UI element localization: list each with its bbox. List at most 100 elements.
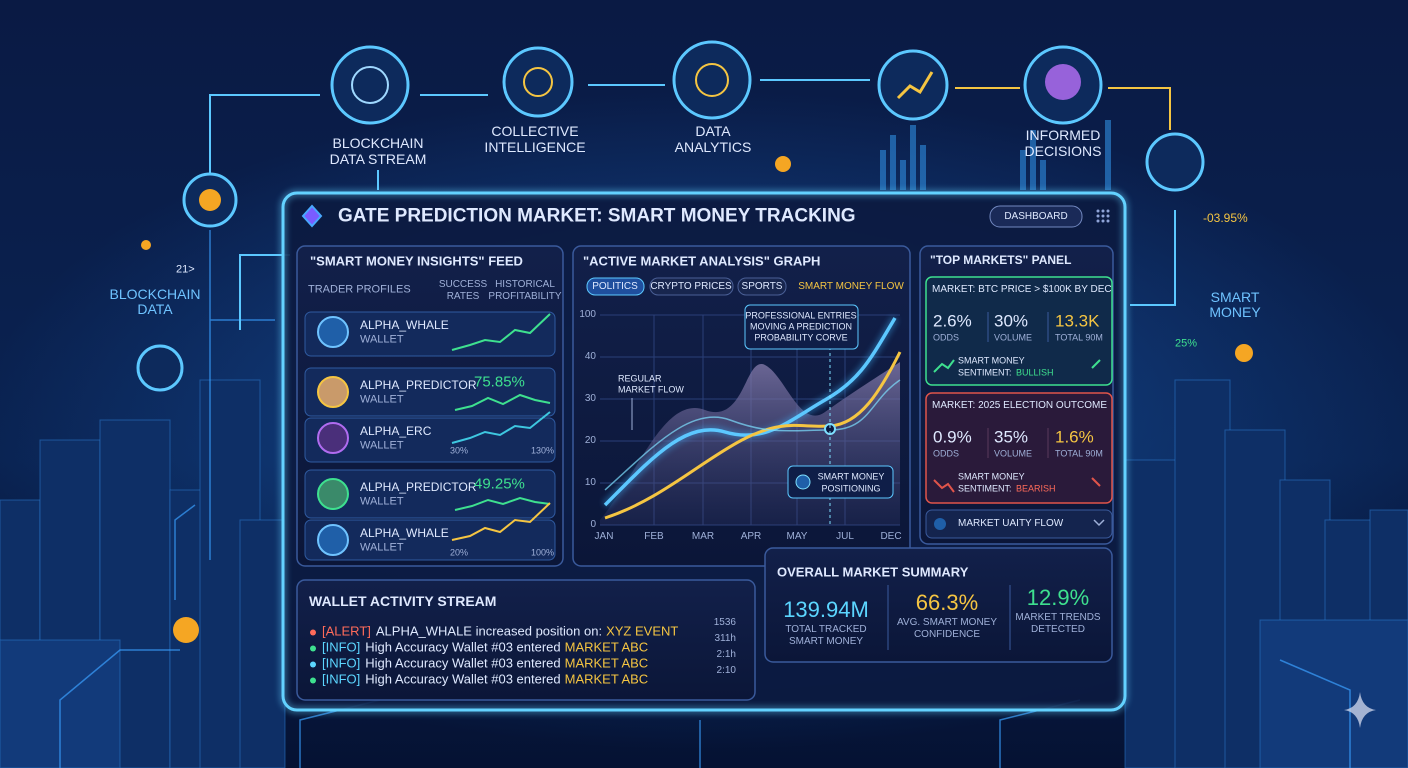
decor-path bbox=[603, 317, 897, 507]
column-header: PROFITABILITY bbox=[488, 291, 562, 302]
decor-circle bbox=[317, 316, 349, 348]
market-stat: 30% bbox=[994, 311, 1029, 331]
x-axis-label: DEC bbox=[880, 531, 902, 542]
profit-axis: 100% bbox=[530, 547, 554, 558]
activity-target: MARKET ABC bbox=[564, 671, 649, 687]
flow-arrows bbox=[209, 79, 1176, 330]
decor-path bbox=[604, 351, 902, 520]
decor-circle bbox=[695, 63, 729, 97]
decor-rect bbox=[787, 465, 894, 499]
graph-tab[interactable]: POLITICS bbox=[592, 281, 638, 292]
activity-time: 311h bbox=[714, 633, 736, 644]
graph-annotation: POSITIONING bbox=[821, 483, 881, 494]
city-left bbox=[0, 379, 286, 768]
status-dot bbox=[310, 629, 316, 636]
graph-annotation: MOVING A PREDICTION bbox=[749, 321, 853, 332]
decor-circle bbox=[934, 518, 946, 530]
decor-path bbox=[1108, 87, 1171, 130]
trader-name: ALPHA_WHALE bbox=[360, 318, 449, 332]
graph-annotation: PROBABILITY CORVE bbox=[754, 332, 848, 343]
activity-text: High Accuracy Wallet #03 entered bbox=[365, 639, 561, 655]
decor-circle bbox=[141, 240, 151, 250]
dashboard-button-bg bbox=[989, 205, 1083, 228]
activity-time: 1536 bbox=[713, 617, 736, 628]
market-stat-label: ODDS bbox=[933, 448, 960, 459]
side-value: 21> bbox=[176, 263, 195, 276]
trader-wallet: WALLET bbox=[360, 333, 404, 346]
decor-path bbox=[1130, 210, 1176, 306]
market-stat-label: ODDS bbox=[933, 332, 960, 343]
decor-rect bbox=[900, 160, 906, 190]
decor-circle bbox=[317, 524, 349, 556]
trader-wallet: WALLET bbox=[360, 393, 404, 406]
flow-node-label: INTELLIGENCE bbox=[484, 139, 586, 155]
decor-circle bbox=[1101, 209, 1105, 213]
decor-polyline bbox=[1091, 359, 1101, 369]
flow-node-label: INFORMED bbox=[1025, 127, 1101, 143]
flow-nodes bbox=[136, 40, 1253, 643]
decor-rect bbox=[649, 277, 734, 296]
activity-line: [INFO] High Accuracy Wallet #03 entered MA… bbox=[310, 673, 648, 686]
flow-row[interactable]: MARKET UAITY FLOW bbox=[958, 518, 1064, 529]
decor-rect bbox=[737, 277, 787, 296]
trader-name: ALPHA_ERC bbox=[360, 424, 432, 438]
sentiment-head: SMART MONEY bbox=[958, 355, 1025, 366]
sentiment-value: BULLISH bbox=[1016, 367, 1054, 378]
decor-path bbox=[209, 94, 320, 180]
graph-annotation: MARKET FLOW bbox=[618, 384, 684, 395]
decor-rect bbox=[296, 579, 756, 701]
y-axis-label: 10 bbox=[584, 477, 596, 488]
logo bbox=[301, 204, 323, 228]
trader-name: ALPHA_PREDICTOR bbox=[360, 480, 477, 494]
decor-polyline bbox=[896, 71, 934, 100]
column-header: TRADER PROFILES bbox=[308, 283, 411, 296]
activity-tag: [INFO] bbox=[322, 639, 361, 655]
sentiment-head: SMART MONEY bbox=[958, 471, 1025, 482]
graph-tab[interactable]: SMART MONEY FLOW bbox=[798, 281, 904, 292]
panel-title: "ACTIVE MARKET ANALYSIS" GRAPH bbox=[583, 253, 821, 269]
decor-polyline bbox=[454, 393, 551, 411]
activity-time: 2:10 bbox=[716, 665, 736, 676]
decor-rect bbox=[1020, 150, 1026, 190]
summary-label: MARKET TRENDS bbox=[1015, 612, 1101, 623]
y-axis-label: 0 bbox=[590, 519, 596, 530]
summary-label: TOTAL TRACKED bbox=[785, 624, 867, 635]
y-axis-label: 40 bbox=[584, 351, 596, 362]
dashboard-glow bbox=[279, 189, 1129, 714]
decor-circle bbox=[330, 45, 410, 125]
decor-circle bbox=[1045, 64, 1081, 100]
decor-circle bbox=[1096, 209, 1100, 213]
decor-polyline bbox=[451, 502, 551, 541]
summary-value: 12.9% bbox=[1026, 585, 1090, 610]
decor-circle bbox=[1096, 214, 1100, 218]
flow-node-label: DATA STREAM bbox=[329, 151, 427, 167]
profit-axis: 130% bbox=[530, 445, 554, 456]
decor-rect bbox=[925, 276, 1113, 386]
decor-rect bbox=[890, 135, 896, 190]
decor-circle bbox=[317, 478, 349, 510]
decor-circle bbox=[199, 189, 221, 211]
profit-axis: 30% bbox=[450, 445, 469, 456]
market-stat: 35% bbox=[994, 427, 1029, 447]
status-dot bbox=[310, 677, 316, 684]
status-dot bbox=[310, 645, 316, 652]
decor-rect bbox=[1259, 619, 1408, 768]
decor-rect bbox=[1174, 379, 1231, 768]
decor-rect bbox=[1030, 130, 1036, 190]
side-change: -03.95% bbox=[1203, 211, 1248, 225]
decor-circle bbox=[136, 344, 184, 392]
graph-tab[interactable]: CRYPTO PRICES bbox=[650, 281, 732, 292]
decor-rect bbox=[925, 509, 1113, 539]
activity-decor bbox=[887, 585, 1011, 650]
side-label: DATA bbox=[137, 301, 173, 317]
dashboard-button[interactable]: DASHBOARD bbox=[1004, 211, 1068, 222]
activity-target: MARKET ABC bbox=[564, 655, 649, 671]
graph-tab[interactable]: SPORTS bbox=[741, 281, 783, 292]
decor-rect bbox=[586, 277, 645, 296]
market-stat: 0.9% bbox=[933, 427, 972, 447]
summary-label: DETECTED bbox=[1031, 624, 1085, 635]
decor-rect bbox=[304, 367, 556, 417]
decor-rect bbox=[304, 469, 556, 519]
